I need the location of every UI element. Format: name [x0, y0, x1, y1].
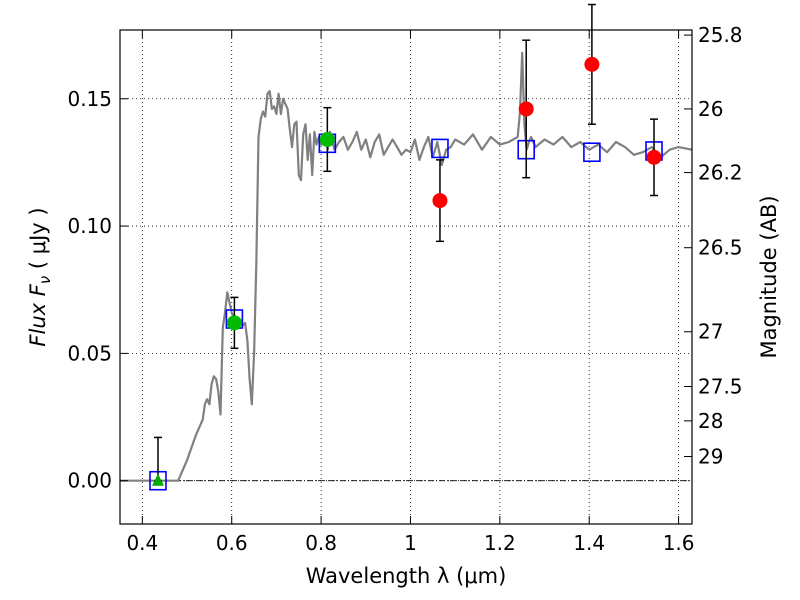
y-tick-label-2: 0.10 — [67, 214, 112, 238]
y2-axis-label: Magnitude (AB) — [757, 195, 781, 358]
y2-tick-label-2: 26.2 — [698, 161, 743, 185]
x-axis-label: Wavelength λ (μm) — [306, 564, 507, 588]
series-1-point-0-circle — [226, 315, 242, 331]
x-tick-label-3: 1 — [404, 531, 417, 555]
y-axis-label-units: ( μJy ) — [26, 207, 50, 275]
x-tick-label-0: 0.4 — [126, 531, 158, 555]
y2-tick-label-5: 27.5 — [698, 374, 743, 398]
series-0-point-3-square — [431, 138, 449, 159]
spectrum-layer — [120, 51, 693, 482]
y2-tick-label-6: 28 — [698, 409, 723, 433]
tick-layer: 0.4 0.6 0.8 1 1.2 1.4 1.6 0.00 0.05 0.10 0.15 25.8 2… — [67, 23, 742, 555]
y-axis-label: Flux Fν ( μJy ) — [26, 207, 54, 346]
y-axis-label-main: Flux F — [26, 283, 50, 346]
y2-tick-label-7: 29 — [698, 445, 723, 469]
series-3-point-1-circle — [518, 101, 534, 117]
series-0-point-5-square — [583, 142, 601, 163]
model-spectrum-line — [120, 51, 693, 482]
series-1-point-1-circle — [319, 131, 335, 147]
y-tick-label-0: 0.00 — [67, 469, 112, 493]
y-axis-label-sub: ν — [36, 276, 54, 284]
y2-tick-label-1: 26 — [698, 97, 723, 121]
series-3-point-3-circle — [646, 149, 662, 165]
x-tick-label-1: 0.6 — [216, 531, 248, 555]
y-tick-label-3: 0.15 — [67, 87, 112, 111]
x-tick-label-4: 1.2 — [484, 531, 516, 555]
y2-tick-label-3: 26.5 — [698, 236, 743, 260]
x-tick-label-6: 1.6 — [663, 531, 695, 555]
series-2-point-0-triangle — [151, 473, 164, 486]
x-tick-label-5: 1.4 — [573, 531, 605, 555]
plot-frame — [119, 29, 693, 525]
y2-tick-label-4: 27 — [698, 320, 723, 344]
grid-layer — [120, 30, 692, 524]
x-tick-label-2: 0.8 — [305, 531, 337, 555]
series-3-point-2-circle — [584, 56, 600, 72]
y-tick-label-1: 0.05 — [67, 341, 112, 365]
series-3-point-0-circle — [432, 193, 448, 209]
y2-tick-label-0: 25.8 — [698, 23, 743, 47]
marker-layer — [149, 3, 663, 491]
